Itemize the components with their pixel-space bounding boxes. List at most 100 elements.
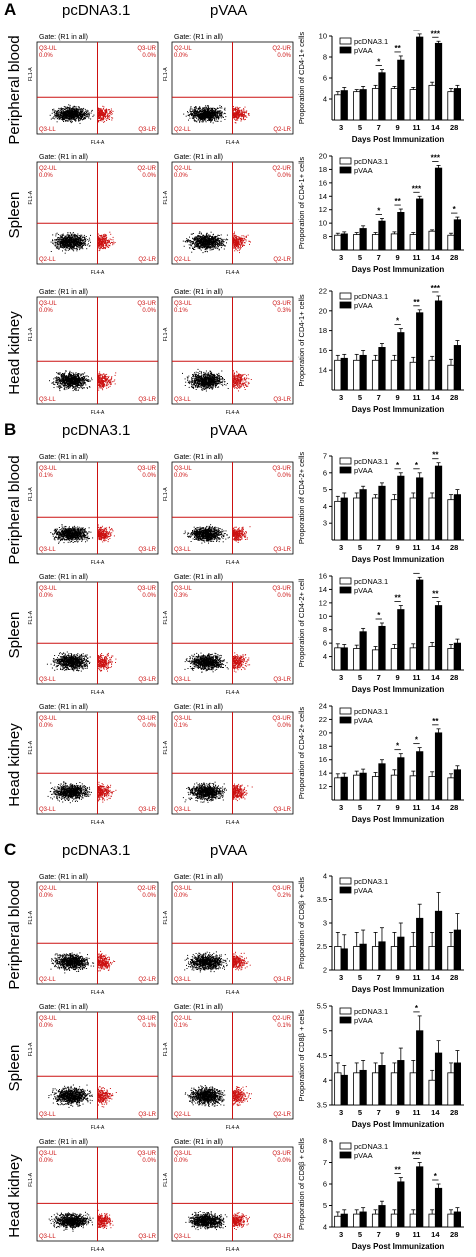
quadrant-label: Q3-LR xyxy=(138,1112,156,1118)
y-tick-label: 5.5 xyxy=(317,1002,327,1011)
significance-label: ** xyxy=(395,1166,402,1175)
quadrant-percentage: 0.1% xyxy=(174,308,188,314)
x-axis-label: FL4-A xyxy=(226,690,240,696)
y-axis-label: FL1-A xyxy=(163,487,169,501)
x-tick-label: 14 xyxy=(431,1230,440,1239)
quadrant-label: Q2-LR xyxy=(273,257,291,263)
quadrant-percentage: 0.1% xyxy=(174,1023,188,1029)
bar-pcdna xyxy=(447,364,455,391)
quadrant-percentage: 0.0% xyxy=(39,893,53,899)
tissue-label: Head kidney xyxy=(6,285,24,420)
quadrant-percentage: 0.0% xyxy=(142,723,156,729)
panel-label: A xyxy=(4,0,16,20)
bar-pvaa xyxy=(340,1074,348,1106)
x-tick-label: 7 xyxy=(377,973,381,982)
y-tick-label: 18 xyxy=(319,165,327,174)
quadrant-percentage: 0.0% xyxy=(277,1158,291,1164)
tissue-label-text: Spleen xyxy=(6,1044,23,1091)
gate-label: Gate: (R1 in all) xyxy=(174,574,223,581)
panel-label: C xyxy=(4,840,16,860)
bar-pvaa xyxy=(416,36,424,121)
quadrant-percentage: 0.1% xyxy=(174,723,188,729)
y-tick-label: 6 xyxy=(323,74,327,83)
bar-pcdna xyxy=(334,946,342,971)
bar-pcdna xyxy=(428,84,436,121)
bar-chart: Proporation of CD8β + cells 3.5 4 4.5 5 5.5 3 5… xyxy=(297,1002,464,1129)
quadrant-label: Q2-LL xyxy=(174,257,191,263)
quadrant-percentage: 0.0% xyxy=(277,473,291,479)
significance-label: *** xyxy=(412,570,422,574)
legend-swatch xyxy=(339,1007,352,1015)
bar-pvaa xyxy=(397,332,405,391)
legend-label: pVAA xyxy=(354,586,373,595)
quadrant-label: Q3-LL xyxy=(39,677,56,683)
bar-pvaa xyxy=(434,732,443,801)
bar-pvaa xyxy=(453,1211,462,1228)
y-axis-label: Proporation of CD8β + cells xyxy=(297,877,306,969)
y-tick-label: 20 xyxy=(319,306,327,315)
quadrant-percentage: 0.3% xyxy=(277,308,291,314)
x-axis-label: FL4-A xyxy=(91,270,105,276)
quadrant-label: Q3-LL xyxy=(174,807,191,813)
y-tick-label: 24 xyxy=(319,702,327,711)
flow-cytometry-plot: Gate: (R1 in all) FL1-A FL4-A Q2-UL Q2-UR Q2-… xyxy=(163,34,294,146)
quadrant-label: Q3-UL xyxy=(174,886,192,892)
significance-label: *** xyxy=(412,30,422,31)
x-tick-label: 28 xyxy=(450,543,458,552)
significance-label: ** xyxy=(395,594,402,603)
legend-label: pVAA xyxy=(354,301,373,310)
bar-pcdna xyxy=(353,774,361,801)
quadrant-label: Q3-LL xyxy=(39,1234,56,1240)
bar-pcdna xyxy=(390,946,399,971)
bar-pcdna xyxy=(334,500,342,541)
bar-pvaa xyxy=(340,776,348,801)
y-tick-label: 8 xyxy=(323,53,327,62)
bar-chart: Proporation of CD4-1+ cells 8 10 12 14 16 18 20… xyxy=(297,152,464,274)
bar-pvaa xyxy=(340,497,348,541)
x-tick-label: 14 xyxy=(431,803,440,812)
bar-chart: Proporation of CD4-1+ cells 4 6 8 10 3 5 7 9 11 14… xyxy=(297,30,464,144)
significance-label: * xyxy=(396,317,400,326)
quadrant-label: Q3-LR xyxy=(273,397,291,403)
y-tick-label: 18 xyxy=(319,326,327,335)
y-tick-label: 10 xyxy=(319,32,327,41)
quadrant-label: Q3-UR xyxy=(272,586,291,592)
gated-dots xyxy=(97,231,116,252)
legend-label: pVAA xyxy=(354,1016,373,1025)
bar-chart: Proporation of CD4-2+ cell 4 6 8 10 12 14 16 3 5 7… xyxy=(297,570,464,694)
bar-pcdna xyxy=(447,1072,455,1106)
quadrant-label: Q3-UR xyxy=(137,466,156,472)
event-dots xyxy=(47,781,92,804)
y-tick-label: 2 xyxy=(323,966,327,975)
legend-label: pVAA xyxy=(354,466,373,475)
tissue-label: Peripheral blood xyxy=(6,870,24,1000)
significance-label: ** xyxy=(395,197,402,206)
bar-pcdna xyxy=(353,1213,361,1228)
bar-pvaa xyxy=(434,910,443,971)
quadrant-label: Q3-UR xyxy=(272,716,291,722)
quadrant-label: Q3-UL xyxy=(174,301,192,307)
bar-pvaa xyxy=(453,769,462,801)
y-axis-label: FL1-A xyxy=(163,1172,169,1186)
quadrant-label: Q3-UR xyxy=(137,1151,156,1157)
bar-pvaa xyxy=(340,233,348,251)
y-axis-label: Proporation of CD4-1+ cells xyxy=(297,157,306,250)
bar-pvaa xyxy=(340,647,348,671)
legend-swatch xyxy=(339,586,352,594)
y-axis-label: Proporation of CD4-1+ cells xyxy=(297,294,306,387)
quadrant-percentage: 0.1% xyxy=(142,1023,156,1029)
x-axis-label: FL4-A xyxy=(226,410,240,416)
quadrant-label: Q3-UR xyxy=(272,1151,291,1157)
significance-label: ** xyxy=(432,451,439,460)
quadrant-label: Q2-LR xyxy=(273,1112,291,1118)
legend-label: pVAA xyxy=(354,716,373,725)
quadrant-label: Q3-UR xyxy=(137,716,156,722)
y-tick-label: 6 xyxy=(323,468,327,477)
bar-pvaa xyxy=(378,1205,386,1228)
bar-pcdna xyxy=(447,946,455,971)
quadrant-percentage: 0.0% xyxy=(277,593,291,599)
y-tick-label: 3.5 xyxy=(317,1101,327,1110)
quadrant-label: Q3-UL xyxy=(39,1016,57,1022)
event-dots xyxy=(50,952,95,974)
x-tick-label: 14 xyxy=(431,253,440,262)
